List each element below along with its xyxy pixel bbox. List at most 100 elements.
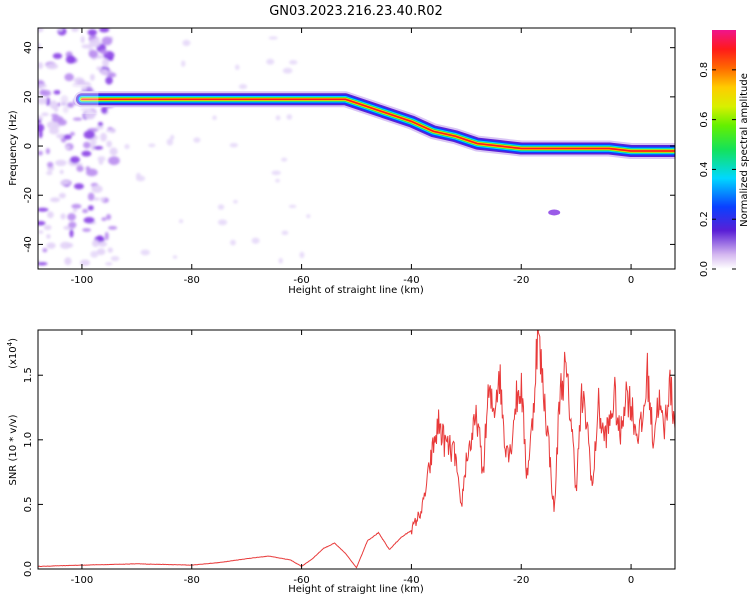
noise-speckle (233, 200, 238, 204)
colorbar-tick-label: 0.8 (699, 62, 710, 78)
spectrogram-panel: -100 -80 -60 -40 -20 0 -40 -20 0 20 40 Height of … (8, 27, 676, 296)
noise-speckle (101, 106, 108, 114)
x-tick-label: -80 (184, 275, 200, 286)
noise-speckle (181, 60, 186, 67)
noise-speckle (238, 84, 248, 90)
noise-speckle (66, 242, 74, 248)
noise-speckle (101, 217, 107, 222)
noise-speckle (108, 156, 120, 166)
colorbar-label: Normalized spectral amplitude (739, 73, 750, 227)
noise-speckle (110, 255, 120, 262)
noise-speckle (47, 211, 54, 219)
noise-speckle (229, 142, 239, 148)
snr-series-line (38, 330, 675, 569)
snr-scale-exponent: 4 (6, 341, 14, 346)
noise-speckle (46, 121, 59, 129)
noise-speckle (45, 147, 50, 155)
noise-speckle (87, 205, 94, 211)
noise-speckle (82, 228, 91, 232)
noise-speckle (98, 241, 108, 247)
x-tick-label: 0 (628, 275, 634, 286)
noise-speckle (107, 56, 114, 61)
noise-speckle (38, 230, 44, 234)
noise-speckle (80, 107, 92, 112)
noise-speckle (96, 248, 106, 256)
isolated-feature (548, 209, 561, 216)
noise-speckle (62, 105, 69, 114)
noise-speckle (172, 255, 178, 259)
noise-speckle (96, 66, 103, 71)
noise-speckle (230, 239, 236, 246)
noise-speckle (105, 129, 116, 133)
noise-speckle (104, 231, 109, 241)
noise-speckle (76, 165, 84, 172)
noise-speckle (87, 29, 98, 36)
y-tick-label: -40 (23, 236, 34, 252)
noise-speckle (55, 159, 67, 167)
snr-y-label: SNR (10 * v/v) (8, 414, 19, 485)
y-tick-label: 1.5 (23, 367, 34, 383)
noise-speckle (57, 119, 67, 126)
noise-speckle (48, 127, 60, 135)
noise-speckle (93, 197, 100, 201)
noise-speckle (60, 180, 70, 185)
noise-speckle (58, 192, 66, 199)
noise-speckle (81, 44, 93, 49)
snr-scale-label: (x104) (6, 338, 19, 369)
y-tick-label: 0.5 (23, 496, 34, 512)
snr-x-ticks: -100 -80 -60 -40 -20 0 (71, 330, 634, 586)
noise-speckle (90, 250, 99, 258)
noise-speckle (268, 36, 278, 40)
colorbar-gradient (712, 30, 736, 269)
noise-speckle (217, 219, 228, 226)
colorbar-tick-label: 0.0 (699, 261, 710, 277)
snr-scale-prefix: (x10 (8, 346, 19, 369)
noise-speckle (135, 175, 146, 182)
noise-speckle (69, 229, 74, 238)
noise-speckle (102, 58, 110, 68)
noise-speckle (266, 58, 275, 65)
noise-speckle (38, 62, 44, 70)
noise-speckle (49, 100, 58, 110)
noise-speckle (63, 134, 72, 140)
noise-speckle (271, 170, 281, 176)
noise-speckle (82, 208, 89, 214)
x-tick-label: -100 (71, 275, 94, 286)
snr-y-ticks: 0.0 0.5 1.0 1.5 (23, 367, 675, 577)
noise-speckle (235, 64, 240, 70)
figure-title: GN03.2023.216.23.40.R02 (269, 4, 443, 19)
noise-speckle (275, 178, 280, 183)
noise-speckle (51, 113, 59, 117)
noise-speckle (212, 115, 217, 120)
spectrogram-y-ticks: -40 -20 0 20 40 (23, 41, 675, 253)
noise-speckle (46, 234, 51, 239)
noise-speckle (281, 230, 289, 236)
noise-speckle (71, 83, 82, 87)
noise-speckle (57, 28, 63, 32)
noise-speckle (93, 145, 104, 150)
noise-speckle (38, 150, 43, 156)
noise-speckle (288, 204, 297, 208)
noise-speckle (60, 213, 66, 220)
y-tick-label: 0.0 (23, 561, 34, 577)
snr-x-label: Height of straight line (km) (288, 584, 424, 595)
noise-speckle (99, 49, 109, 55)
noise-speckle (100, 69, 109, 75)
x-tick-label: -40 (403, 575, 419, 586)
noise-speckle (84, 110, 96, 120)
noise-speckle (281, 157, 288, 162)
noise-speckle (289, 60, 298, 65)
snr-scale-suffix: ) (8, 338, 19, 342)
snr-panel: -100 -80 -60 -40 -20 0 0.0 0.5 1.0 1.5 Height of… (6, 329, 676, 595)
noise-speckle (83, 217, 95, 224)
snr-plot-area (38, 330, 675, 569)
y-tick-label: 20 (23, 90, 34, 103)
noise-speckle (105, 262, 113, 266)
x-tick-label: -20 (513, 575, 529, 586)
noise-speckle (148, 143, 156, 148)
noise-speckle (178, 219, 184, 224)
noise-speckle (52, 52, 63, 59)
noise-speckle (83, 141, 91, 149)
noise-speckle (107, 247, 113, 253)
spectrogram-x-ticks: -100 -80 -60 -40 -20 0 (71, 28, 634, 286)
